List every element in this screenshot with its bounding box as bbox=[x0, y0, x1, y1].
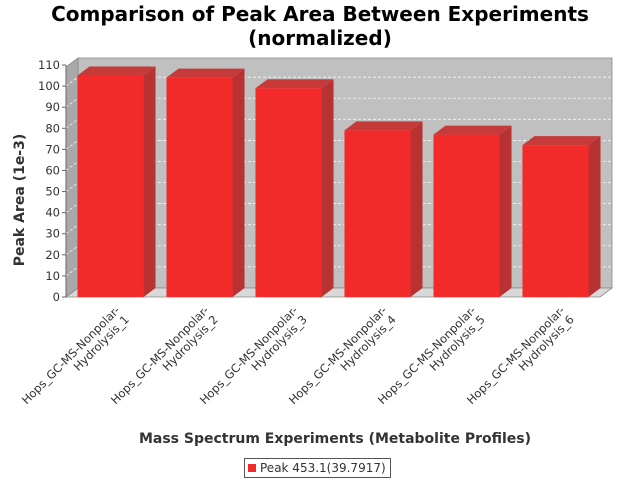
bar-side bbox=[588, 136, 601, 297]
y-tick-label: 30 bbox=[45, 227, 60, 241]
y-tick-label: 20 bbox=[45, 248, 60, 262]
y-tick-label: 0 bbox=[53, 290, 60, 304]
y-axis-label-container: Peak Area (1e-3) bbox=[8, 134, 32, 267]
bar-top bbox=[77, 66, 156, 76]
bar-top bbox=[433, 125, 512, 135]
y-tick-label: 60 bbox=[45, 163, 60, 177]
grid-line-side bbox=[65, 224, 79, 235]
bar-top bbox=[166, 68, 245, 78]
y-axis-label: Peak Area (1e-3) bbox=[12, 133, 28, 267]
grid-line-side bbox=[65, 76, 79, 87]
legend: Peak 453.1(39.7917) bbox=[244, 458, 391, 478]
y-tick-label: 90 bbox=[45, 100, 60, 114]
bar-side bbox=[321, 79, 334, 297]
bar bbox=[344, 130, 411, 297]
grid-line-side bbox=[65, 118, 79, 129]
bar-top bbox=[522, 136, 601, 146]
bar-top bbox=[344, 121, 423, 131]
plot-left-wall bbox=[65, 57, 79, 298]
bar-side bbox=[232, 68, 245, 298]
y-tick-label: 110 bbox=[38, 58, 60, 72]
chart-title-line-1: Comparison of Peak Area Between Experime… bbox=[51, 2, 589, 26]
grid-line-side bbox=[65, 55, 79, 66]
bar bbox=[166, 77, 233, 298]
bar bbox=[255, 88, 322, 297]
y-tick-label: 50 bbox=[45, 185, 60, 199]
bar-top bbox=[255, 79, 334, 89]
y-tick-label: 80 bbox=[45, 121, 60, 135]
bar bbox=[522, 145, 589, 297]
y-tick-label: 70 bbox=[45, 142, 60, 156]
bar bbox=[77, 75, 144, 297]
bar bbox=[433, 134, 500, 297]
legend-label: Peak 453.1(39.7917) bbox=[260, 461, 386, 475]
bar-side bbox=[143, 66, 156, 297]
y-tick-label: 40 bbox=[45, 206, 60, 220]
grid-line-side bbox=[65, 97, 79, 108]
x-axis-label: Mass Spectrum Experiments (Metabolite Pr… bbox=[138, 431, 532, 447]
grid-line-side bbox=[65, 245, 79, 256]
y-tick-label: 100 bbox=[38, 79, 60, 93]
chart-title-line-2: (normalized) bbox=[248, 26, 392, 50]
grid-line-side bbox=[65, 161, 79, 171]
grid-line-side bbox=[65, 203, 79, 213]
x-tick-label-line: Hops_GC-MS-Nonpolar- bbox=[19, 303, 123, 407]
chart-title: Comparison of Peak Area Between Experime… bbox=[0, 2, 640, 50]
bar-side bbox=[499, 125, 512, 297]
grid-line-side bbox=[65, 140, 79, 150]
grid-line-side bbox=[65, 266, 79, 277]
legend-swatch bbox=[248, 464, 256, 472]
bar-side bbox=[410, 121, 423, 297]
y-tick-label: 10 bbox=[45, 269, 60, 283]
grid-line-side bbox=[65, 182, 79, 192]
